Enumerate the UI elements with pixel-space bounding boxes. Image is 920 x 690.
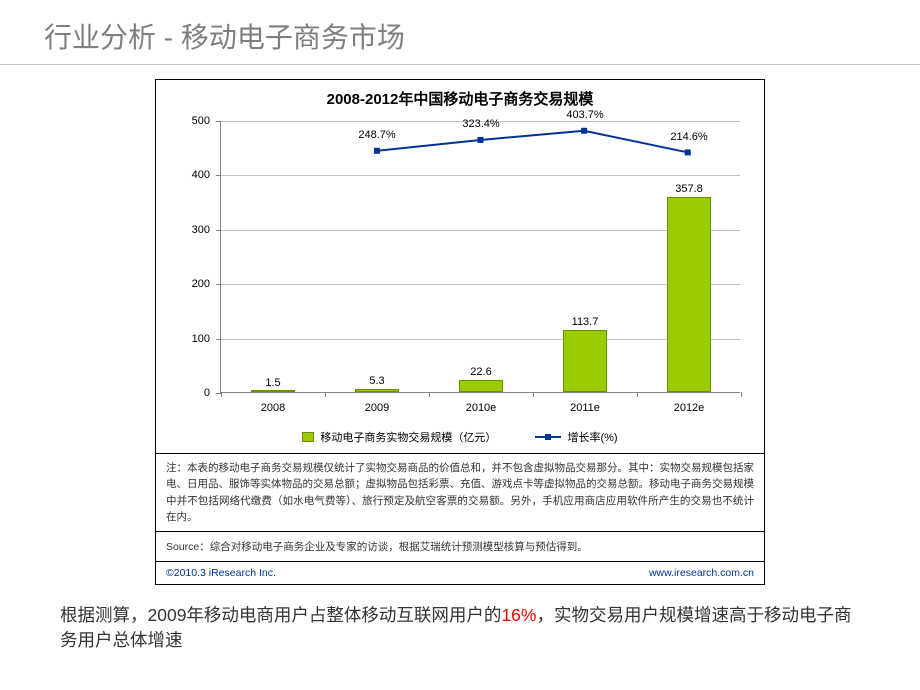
x-tick-mark	[221, 392, 222, 397]
body-pre: 根据测算，2009年移动电商用户占整体移动互联网用户的	[60, 605, 501, 625]
legend: 移动电子商务实物交易规模（亿元） 增长率(%)	[156, 425, 764, 453]
y-tick-mark	[216, 121, 221, 122]
gridline	[221, 339, 740, 340]
y-axis: 0 100 200 300 400 500	[180, 113, 216, 421]
line-value-label: 248.7%	[358, 129, 395, 141]
y-tick-label: 200	[192, 278, 210, 290]
chart-title: 2008-2012年中国移动电子商务交易规模	[156, 80, 764, 113]
x-category-label: 2010e	[466, 402, 497, 414]
chart-source: Source：综合对移动电子商务企业及专家的访谈，根据艾瑞统计预测模型核算与预估…	[156, 531, 764, 561]
bar	[563, 330, 607, 392]
bar-value-label: 1.5	[265, 377, 280, 389]
legend-bar: 移动电子商务实物交易规模（亿元）	[302, 429, 496, 445]
title-underline	[0, 64, 920, 65]
y-tick-mark	[216, 284, 221, 285]
plot-area: 0 100 200 300 400 500 1.5 2008 5.3 2009 248.7% 22.…	[180, 113, 740, 421]
chart-copyright: ©2010.3 iResearch Inc. www.iresearch.com…	[156, 561, 764, 584]
body-text: 根据测算，2009年移动电商用户占整体移动互联网用户的16%，实物交易用户规模增…	[60, 603, 860, 654]
legend-line-label: 增长率(%)	[567, 429, 617, 445]
bar-value-label: 22.6	[470, 366, 491, 378]
x-tick-mark	[637, 392, 638, 397]
bar	[251, 390, 295, 392]
y-tick-label: 0	[204, 387, 210, 399]
line-value-label: 403.7%	[566, 109, 603, 121]
gridline	[221, 175, 740, 176]
copyright-left: ©2010.3 iResearch Inc.	[166, 567, 276, 579]
legend-bar-label: 移动电子商务实物交易规模（亿元）	[320, 429, 496, 445]
chart-container: 2008-2012年中国移动电子商务交易规模 0 100 200 300 400 500 …	[155, 79, 765, 585]
y-tick-label: 500	[192, 115, 210, 127]
bar-value-label: 113.7	[572, 316, 599, 328]
plot-inner: 1.520085.32009248.7%22.62010e323.4%113.7…	[220, 121, 740, 393]
line-marker	[374, 148, 380, 154]
trend-line	[377, 131, 688, 153]
x-tick-mark	[533, 392, 534, 397]
x-tick-mark	[429, 392, 430, 397]
slide-title: 行业分析 - 移动电子商务市场	[0, 0, 920, 64]
x-tick-mark	[741, 392, 742, 397]
bar	[355, 389, 399, 392]
y-tick-mark	[216, 339, 221, 340]
x-category-label: 2011e	[570, 402, 600, 414]
line-value-label: 323.4%	[462, 118, 499, 130]
chart-note: 注：本表的移动电子商务交易规模仅统计了实物交易商品的价值总和，并不包含虚拟物品交…	[156, 453, 764, 531]
gridline	[221, 230, 740, 231]
x-category-label: 2012e	[674, 402, 705, 414]
line-marker	[581, 128, 587, 134]
x-category-label: 2008	[261, 402, 285, 414]
bar	[459, 380, 503, 392]
bar-value-label: 5.3	[369, 375, 384, 387]
body-highlight: 16%	[501, 605, 536, 625]
line-marker	[685, 149, 691, 155]
gridline	[221, 284, 740, 285]
y-tick-label: 400	[192, 169, 210, 181]
line-series	[221, 121, 740, 392]
y-tick-label: 300	[192, 224, 210, 236]
legend-line-swatch	[535, 432, 561, 442]
y-tick-label: 100	[192, 333, 210, 345]
x-category-label: 2009	[365, 402, 389, 414]
legend-line: 增长率(%)	[535, 429, 617, 445]
x-tick-mark	[325, 392, 326, 397]
bar-value-label: 357.8	[675, 183, 703, 195]
legend-bar-swatch	[302, 432, 314, 442]
line-marker	[478, 137, 484, 143]
line-value-label: 214.6%	[670, 131, 707, 143]
bar	[667, 197, 711, 392]
copyright-right: www.iresearch.com.cn	[649, 567, 754, 579]
y-tick-mark	[216, 230, 221, 231]
y-tick-mark	[216, 175, 221, 176]
